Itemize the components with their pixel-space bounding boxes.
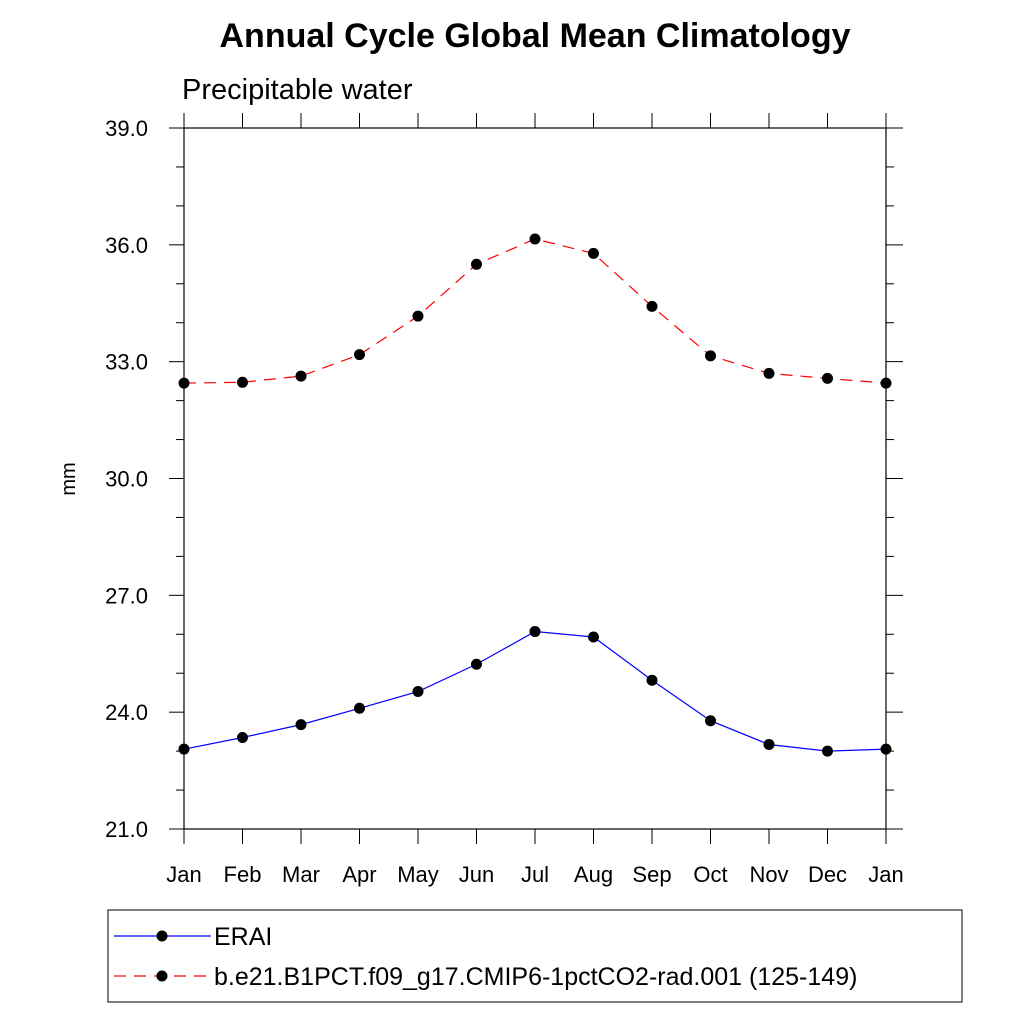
x-tick-label: Mar <box>282 862 320 887</box>
y-tick-label: 33.0 <box>105 350 148 375</box>
data-point-s1-3 <box>354 349 365 361</box>
x-axis-tick-labels: Jan Feb Mar Apr May Jun Jul Aug Sep Oct Nov Dec Jan <box>166 862 903 887</box>
x-tick-label: Sep <box>632 862 671 887</box>
x-tick-label: May <box>397 862 439 887</box>
legend-box <box>107 909 963 1003</box>
data-point-s0-11 <box>822 745 833 757</box>
series-lines <box>183 238 887 752</box>
data-point-s0-8 <box>646 674 658 686</box>
legend-marker-erai <box>156 930 168 942</box>
data-point-s1-1 <box>237 376 248 388</box>
axis-ticks <box>169 113 903 844</box>
data-point-s0-0 <box>178 743 190 755</box>
data-point-s0-12 <box>880 743 892 755</box>
x-tick-label: Dec <box>808 862 847 887</box>
x-tick-label: Nov <box>749 862 788 887</box>
y-tick-label: 36.0 <box>105 233 148 258</box>
x-tick-label: Jun <box>459 862 494 887</box>
data-point-s1-2 <box>295 370 307 382</box>
data-point-s1-7 <box>588 247 599 259</box>
chart-title: Annual Cycle Global Mean Climatology <box>220 17 851 55</box>
legend-label-erai: ERAI <box>214 923 272 951</box>
y-tick-label: 21.0 <box>105 817 148 842</box>
legend-label-model: b.e21.B1PCT.f09_g17.CMIP6-1pctCO2-rad.00… <box>214 963 857 991</box>
y-axis-tick-labels: 21.0 24.0 27.0 30.0 33.0 36.0 39.0 <box>105 116 148 842</box>
data-point-s1-11 <box>822 372 833 384</box>
x-tick-label: Aug <box>574 862 613 887</box>
y-tick-label: 24.0 <box>105 700 148 725</box>
data-point-s0-2 <box>295 719 307 731</box>
data-point-s1-9 <box>705 350 716 362</box>
data-point-s0-5 <box>471 658 482 670</box>
legend: ERAI b.e21.B1PCT.f09_g17.CMIP6-1pctCO2-r… <box>107 909 963 1003</box>
data-point-s1-8 <box>646 300 658 312</box>
data-point-s1-10 <box>763 367 775 379</box>
data-point-s0-6 <box>529 626 541 638</box>
data-point-s1-4 <box>412 310 424 322</box>
y-tick-label: 30.0 <box>105 467 148 492</box>
plot-frame <box>183 127 887 830</box>
x-tick-label: Jan <box>166 862 201 887</box>
x-tick-label: Jan <box>868 862 903 887</box>
data-point-s0-3 <box>354 702 365 714</box>
data-point-s0-10 <box>763 738 775 750</box>
series-line-0 <box>183 630 887 752</box>
x-tick-label: Apr <box>342 862 376 887</box>
data-point-s1-5 <box>471 258 482 270</box>
series-line-1 <box>183 238 887 384</box>
y-axis-label: mm <box>58 462 80 495</box>
data-point-s1-6 <box>529 233 541 245</box>
x-tick-label: Oct <box>693 862 727 887</box>
x-tick-label: Feb <box>224 862 262 887</box>
y-tick-label: 39.0 <box>105 116 148 141</box>
series-points <box>178 233 892 757</box>
data-point-s0-4 <box>412 686 424 698</box>
legend-marker-model <box>156 970 168 982</box>
y-tick-label: 27.0 <box>105 583 148 608</box>
data-point-s0-9 <box>705 715 716 727</box>
data-point-s1-0 <box>178 377 190 389</box>
data-point-s0-7 <box>588 631 599 643</box>
chart-subtitle: Precipitable water <box>182 74 413 106</box>
x-tick-label: Jul <box>521 862 549 887</box>
data-point-s1-12 <box>880 377 892 389</box>
data-point-s0-1 <box>237 731 248 743</box>
